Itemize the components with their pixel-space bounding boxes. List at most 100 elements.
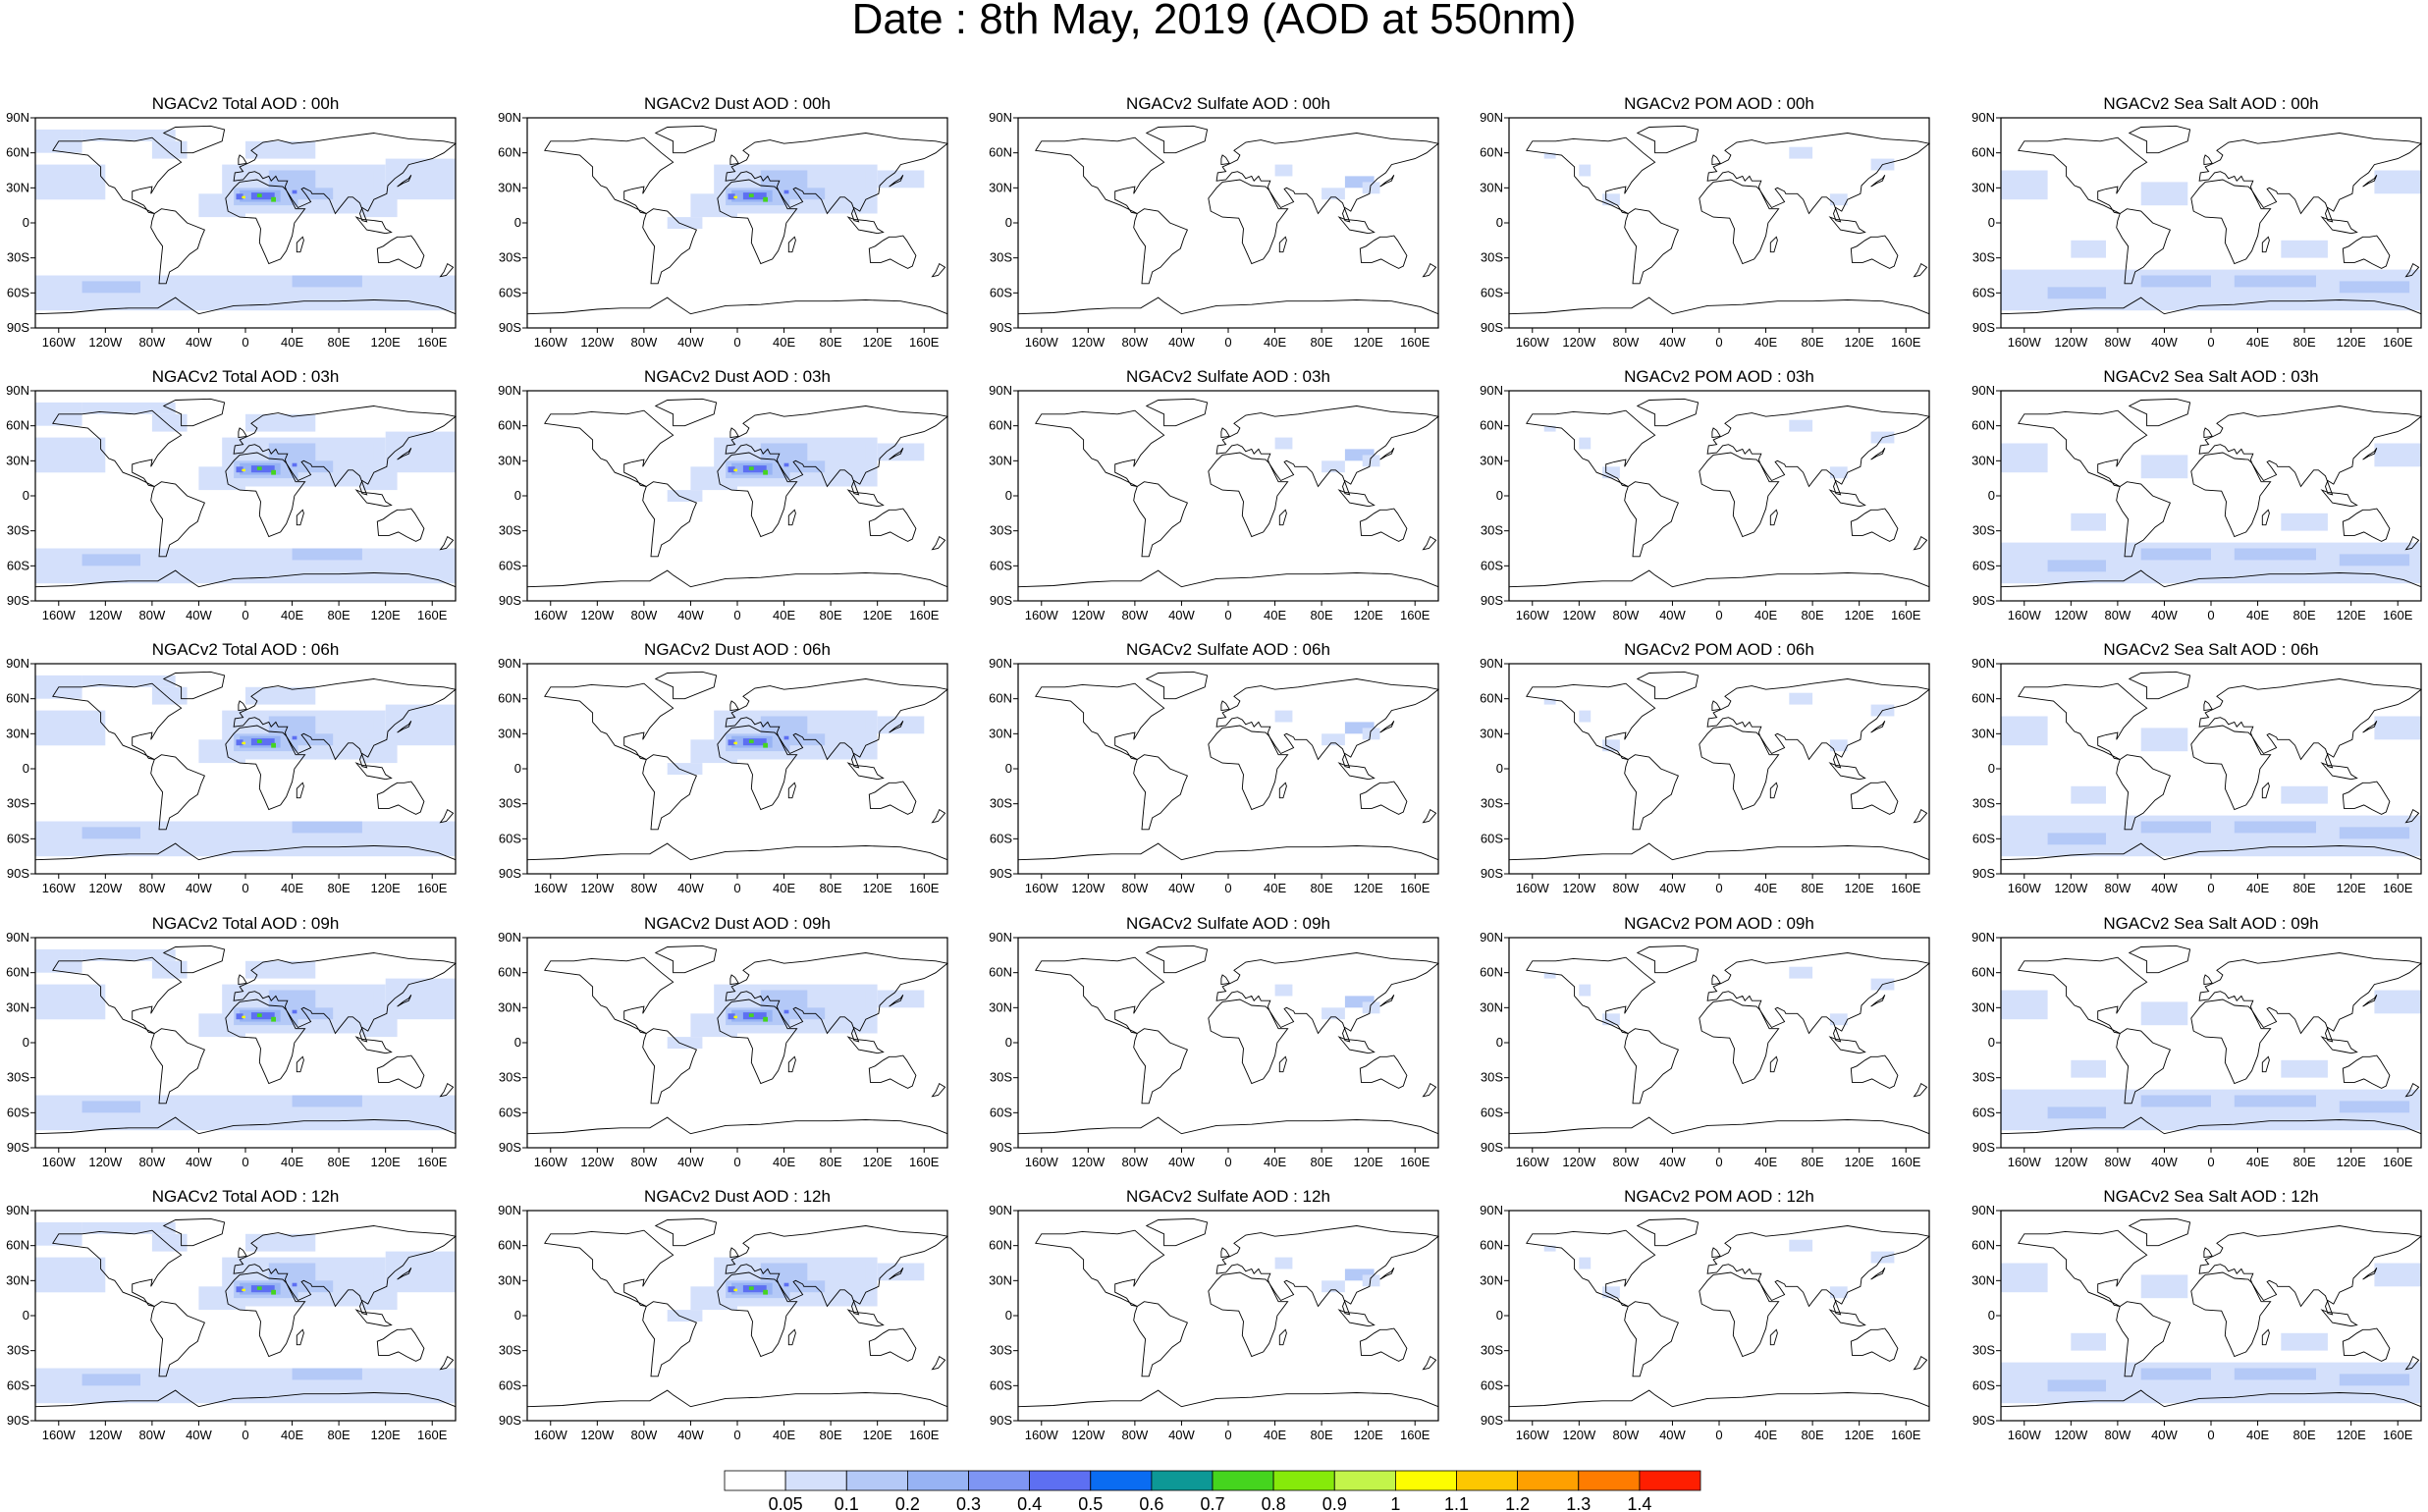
aod-field-patch: [271, 196, 276, 202]
lon-tick-label: 80E: [1311, 608, 1333, 622]
lat-tick-label: 30N: [6, 180, 29, 194]
coastline-africa: [1699, 725, 1780, 811]
lat-tick-label: 90N: [1480, 656, 1503, 671]
map-panel-seasalt-06h: NGACv2 Sea Salt AOD : 06h 90N 60N 30N 0 30S 60…: [1971, 640, 2423, 895]
lat-tick-label: 60N: [6, 1238, 29, 1253]
aod-field-patch: [271, 1016, 276, 1022]
lon-tick-label: 160W: [1516, 881, 1550, 895]
coastline-japan: [397, 175, 412, 188]
coastline-eurasia: [725, 405, 949, 496]
lon-tick-label: 120E: [1353, 881, 1383, 895]
lat-tick-label: 60S: [1972, 1377, 1995, 1392]
lon-tick-label: 40E: [2246, 1428, 2269, 1442]
coastline-madagascar: [2261, 1055, 2270, 1073]
lat-tick-label: 0: [1988, 488, 1995, 503]
lat-tick-label: 30S: [7, 523, 29, 538]
colorbar-swatch: [1395, 1470, 1457, 1491]
lat-tick-label: 90S: [7, 866, 29, 881]
lon-tick-label: 160W: [1025, 881, 1059, 895]
lon-tick-label: 120W: [580, 1155, 615, 1169]
lon-tick-label: 160E: [909, 1428, 940, 1442]
coastline-australia: [2342, 781, 2391, 815]
lon-tick-label: 120W: [580, 881, 615, 895]
lon-tick-label: 120E: [370, 1155, 401, 1169]
aod-field-patch: [236, 193, 243, 200]
coastline-australia: [1359, 508, 1408, 542]
coastline-greenland: [1636, 125, 1700, 154]
map-panel-total-00h: NGACv2 Total AOD : 00h 90N 60N 30N 0 30S 60S 90…: [6, 94, 458, 350]
coastline-madagascar: [1769, 782, 1778, 799]
lon-tick-label: 160E: [1400, 1428, 1430, 1442]
lat-tick-label: 60S: [7, 831, 29, 845]
colorbar-label: 1.1: [1444, 1494, 1469, 1512]
coastline-eurasia: [1706, 952, 1931, 1043]
colorbar-label: 0.3: [956, 1494, 981, 1512]
map-background: [1509, 1211, 1929, 1421]
aod-field-patch: [315, 1263, 374, 1281]
aod-field-patch: [733, 195, 737, 199]
lon-tick-label: 160E: [1891, 1155, 1921, 1169]
coastline-australia: [1359, 235, 1408, 269]
lon-tick-label: 40E: [1754, 881, 1777, 895]
aod-field-patch: [236, 739, 243, 746]
lon-tick-label: 160W: [1516, 1428, 1550, 1442]
lat-tick-label: 90N: [6, 656, 29, 671]
coastline-australia: [2342, 1054, 2391, 1089]
coastline-madagascar: [296, 782, 304, 799]
coastline-uk: [238, 427, 247, 439]
aod-field-patch: [2047, 560, 2106, 572]
lon-tick-label: 40E: [1264, 1155, 1286, 1169]
world-map: 90N 60N 30N 0 30S 60S 90S 160W 120W 80W 40W 0 40E 80E…: [498, 110, 949, 350]
aod-field-patch: [81, 1101, 140, 1113]
coastline-namerica: [1035, 409, 1165, 487]
lon-tick-label: 40E: [1754, 1428, 1777, 1442]
lat-tick-label: 90N: [498, 656, 521, 671]
lon-tick-label: 120E: [1844, 1155, 1874, 1169]
lon-tick-label: 120W: [1071, 1428, 1106, 1442]
lon-tick-label: 80W: [631, 1155, 658, 1169]
lat-tick-label: 30N: [1480, 180, 1503, 194]
coastline-eurasia: [1706, 1225, 1931, 1316]
coastline-australia: [376, 1054, 425, 1089]
coastline-australia: [1850, 508, 1899, 542]
lon-tick-label: 160E: [1400, 1155, 1430, 1169]
coastline-indonesia: [1337, 216, 1376, 235]
colorbar-swatch: [907, 1470, 969, 1491]
coastline-indonesia: [1337, 762, 1376, 781]
lon-tick-label: 120W: [580, 335, 615, 350]
lon-tick-label: 120W: [2054, 608, 2088, 622]
lat-tick-label: 90S: [1481, 1140, 1503, 1155]
aod-field-patch: [1543, 972, 1556, 979]
lon-tick-label: 160E: [417, 1428, 448, 1442]
coastline-namerica: [1035, 1229, 1165, 1307]
lon-tick-label: 160W: [534, 608, 568, 622]
lat-tick-label: 30N: [498, 180, 521, 194]
world-map: 90N 60N 30N 0 30S 60S 90S 160W 120W 80W 40W 0 40E 80E…: [498, 383, 949, 622]
map-panel-pom-12h: NGACv2 POM AOD : 12h 90N 60N 30N 0 30S 60S 90S 1…: [1480, 1187, 1931, 1442]
coastline-indonesia: [2320, 216, 2358, 235]
lat-tick-label: 0: [1005, 1308, 1012, 1323]
lat-tick-label: 90N: [1480, 383, 1503, 398]
aod-field-patch: [2374, 170, 2421, 194]
lon-tick-label: 80E: [1802, 881, 1824, 895]
coastline-africa: [1699, 452, 1780, 538]
aod-field-patch: [1543, 1245, 1556, 1252]
coastline-greenland: [1636, 398, 1700, 427]
lon-tick-label: 40W: [1659, 608, 1686, 622]
aod-field-patch: [242, 1288, 245, 1292]
aod-field-patch: [385, 704, 456, 746]
lon-tick-label: 40E: [1264, 1428, 1286, 1442]
lon-tick-label: 160E: [417, 608, 448, 622]
coastline-newzealand: [439, 808, 455, 824]
lon-tick-label: 160E: [417, 1155, 448, 1169]
coastline-madagascar: [787, 236, 796, 253]
lat-tick-label: 60S: [990, 558, 1012, 572]
coastline-africa: [717, 452, 798, 538]
lon-tick-label: 80E: [2293, 1155, 2316, 1169]
coastline-australia: [868, 1054, 917, 1089]
aod-field-patch: [728, 1286, 735, 1293]
aod-field-patch: [1274, 984, 1293, 997]
map-panel-pom-00h: NGACv2 POM AOD : 00h 90N 60N 30N 0 30S 60S 90S 1…: [1480, 94, 1931, 350]
lat-tick-label: 0: [23, 1308, 29, 1323]
world-map: 90N 60N 30N 0 30S 60S 90S 160W 120W 80W 40W 0 40E 80E…: [498, 1203, 949, 1442]
